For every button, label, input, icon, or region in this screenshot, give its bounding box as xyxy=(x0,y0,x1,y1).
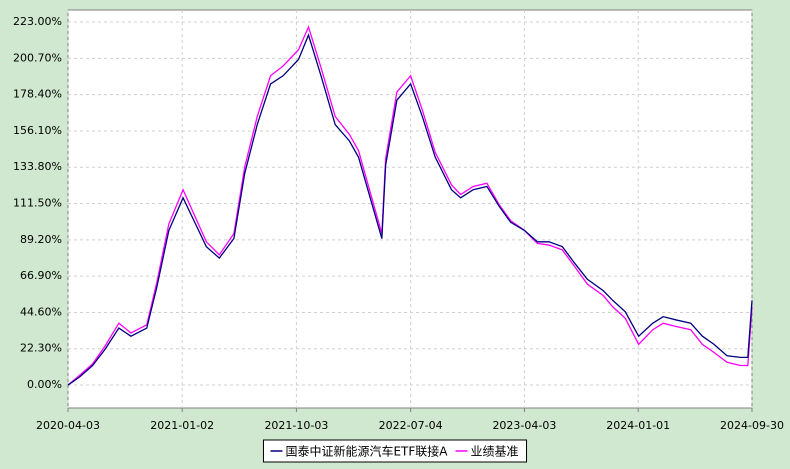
series-line xyxy=(67,25,753,386)
y-tick-label: 111.50% xyxy=(13,197,62,210)
x-tick-label: 2023-04-03 xyxy=(492,419,556,432)
y-tick-label: 178.40% xyxy=(13,88,62,101)
legend-label: 国泰中证新能源汽车ETF联接A xyxy=(285,444,448,459)
y-tick-label: 133.80% xyxy=(13,160,62,173)
series-line xyxy=(67,33,753,386)
x-tick-label: 2021-01-02 xyxy=(150,419,214,432)
x-tick-label: 2020-04-03 xyxy=(36,419,100,432)
y-tick-label: 0.00% xyxy=(27,378,62,391)
y-tick-label: 44.60% xyxy=(20,305,62,318)
y-tick-label: 89.20% xyxy=(20,233,62,246)
x-tick-label: 2021-10-03 xyxy=(264,419,328,432)
y-tick-label: 22.30% xyxy=(20,342,62,355)
x-tick-label: 2024-09-30 xyxy=(720,419,784,432)
x-tick-label: 2022-07-04 xyxy=(379,419,443,432)
legend-box xyxy=(262,439,528,463)
y-tick-label: 223.00% xyxy=(13,15,62,28)
x-tick-label: 2024-01-01 xyxy=(606,419,670,432)
y-tick-label: 66.90% xyxy=(20,269,62,282)
y-tick-label: 200.70% xyxy=(13,51,62,64)
legend-label: 业绩基准 xyxy=(471,445,519,459)
y-tick-label: 156.10% xyxy=(13,124,62,137)
